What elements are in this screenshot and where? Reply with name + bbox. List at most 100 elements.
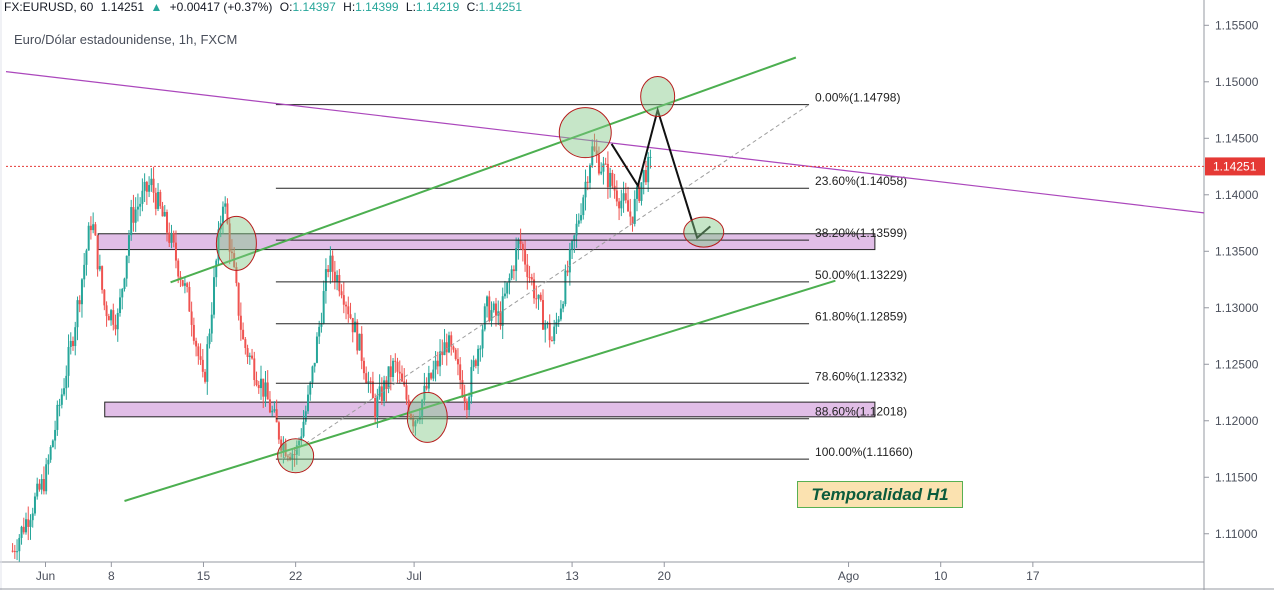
candle-body xyxy=(483,306,486,330)
timeframe-note[interactable]: Temporalidad H1 xyxy=(797,481,963,508)
candle-body xyxy=(548,322,551,341)
candle-body xyxy=(266,382,269,400)
candle-body xyxy=(49,447,52,460)
candle-body xyxy=(342,295,345,305)
candle-body xyxy=(248,355,251,357)
candle-body xyxy=(486,296,489,307)
candle-body xyxy=(338,275,341,292)
candle-body xyxy=(441,351,444,356)
open-value: 1.14397 xyxy=(292,0,336,14)
candle-body xyxy=(571,240,574,250)
time-tick-label: 22 xyxy=(289,569,303,583)
candle-body xyxy=(459,364,462,381)
candle-body xyxy=(600,171,603,174)
candle-body xyxy=(481,329,484,349)
candle-body xyxy=(376,396,379,418)
candle-body xyxy=(65,375,68,389)
highlight-ellipse xyxy=(277,438,315,474)
candle-body xyxy=(195,340,198,347)
candle-body xyxy=(615,190,618,202)
candle-body xyxy=(96,235,99,270)
candle-body xyxy=(456,359,459,365)
candle-body xyxy=(575,223,578,236)
candle-body xyxy=(588,165,591,183)
candle-body xyxy=(101,266,104,290)
candle-body xyxy=(80,279,83,305)
fib-level-label: 38.20%(1.13599) xyxy=(815,226,907,240)
candle-body xyxy=(123,278,126,290)
candle-body xyxy=(627,200,630,212)
candle-body xyxy=(127,235,130,256)
candle-body xyxy=(604,163,607,165)
candle-body xyxy=(199,356,202,360)
symbol-name[interactable]: FX:EURUSD, 60 xyxy=(4,0,94,14)
candle-body xyxy=(94,224,97,236)
fib-level-label: 0.00%(1.14798) xyxy=(815,91,900,105)
candle-body xyxy=(396,361,399,372)
candle-body xyxy=(271,410,274,413)
candle-body xyxy=(555,321,558,327)
highlight-ellipse xyxy=(215,215,257,271)
candle-body xyxy=(584,181,587,198)
candle-body xyxy=(105,305,108,317)
time-tick-label: 13 xyxy=(565,569,579,583)
fib-level-label: 78.60%(1.12332) xyxy=(815,369,907,383)
candle-body xyxy=(230,251,233,254)
candle-body xyxy=(215,260,218,278)
candle-body xyxy=(273,409,276,411)
candle-body xyxy=(573,235,576,241)
candle-body xyxy=(291,454,294,460)
candle-body xyxy=(27,519,30,527)
candle-body xyxy=(490,310,493,321)
candle-body xyxy=(255,380,258,386)
candle-body xyxy=(524,250,527,265)
candle-body xyxy=(110,310,113,321)
candle-body xyxy=(562,304,565,309)
candle-body xyxy=(631,216,634,224)
support-zone xyxy=(104,401,876,418)
candle-body xyxy=(593,146,596,151)
candle-body xyxy=(416,419,419,422)
candle-body xyxy=(318,326,321,337)
candle-body xyxy=(327,269,330,273)
candle-body xyxy=(591,146,594,166)
candle-body xyxy=(380,386,383,401)
candle-body xyxy=(479,348,482,350)
candle-body xyxy=(134,209,137,223)
candle-body xyxy=(246,348,249,357)
candle-body xyxy=(414,421,417,427)
candle-body xyxy=(468,396,471,410)
candle-body xyxy=(324,269,327,292)
highlight-ellipse xyxy=(558,107,612,159)
candle-body xyxy=(289,456,292,460)
candle-body xyxy=(586,181,589,183)
descending-trendline xyxy=(5,71,1205,214)
candle-body xyxy=(512,269,515,272)
candle-body xyxy=(119,297,122,314)
candle-body xyxy=(204,371,207,382)
candle-body xyxy=(336,275,339,282)
candle-body xyxy=(436,360,439,367)
highlight-ellipse xyxy=(683,216,725,248)
candle-body xyxy=(42,478,45,492)
candle-body xyxy=(239,315,242,330)
candle-body xyxy=(550,340,553,342)
fib-level-label: 61.80%(1.12859) xyxy=(815,310,907,324)
candle-body xyxy=(87,225,90,251)
channel-line-upper xyxy=(170,56,797,284)
change-value: +0.00417 (+0.37%) xyxy=(169,0,273,14)
time-tick-label: 17 xyxy=(1026,569,1040,583)
candle-body xyxy=(629,211,632,217)
candle-body xyxy=(31,513,34,521)
candle-body xyxy=(488,296,491,321)
candle-body xyxy=(499,311,502,326)
candle-body xyxy=(595,150,598,155)
candle-body xyxy=(251,355,254,359)
candle-body xyxy=(56,404,59,430)
last-price-badge: 1.14251 xyxy=(1205,157,1265,176)
price-tick-label: 1.15000 xyxy=(1215,75,1259,89)
candle-body xyxy=(470,367,473,397)
candle-body xyxy=(425,385,428,389)
highlight-ellipse xyxy=(640,75,676,117)
